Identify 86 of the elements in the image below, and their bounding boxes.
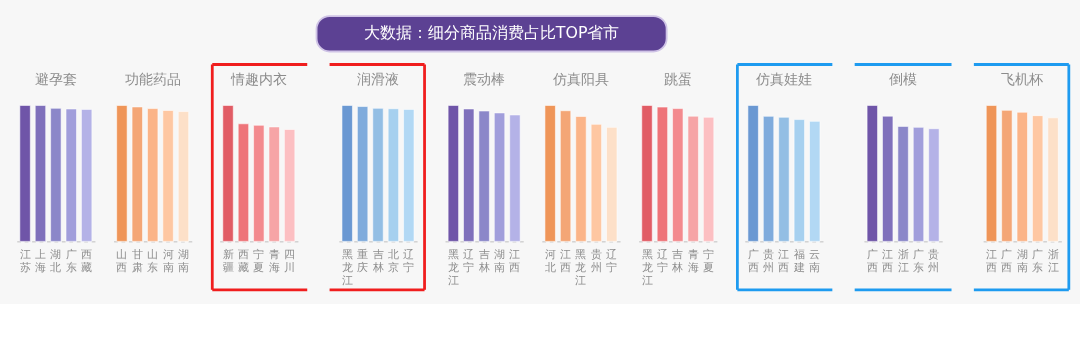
- chart-title: 避孕套: [34, 71, 77, 88]
- bar: [762, 115, 775, 242]
- x-tick-label: 贵州: [763, 247, 775, 274]
- x-tick-label: 广西: [1001, 247, 1013, 274]
- bar: [866, 104, 879, 242]
- x-tick-label: 上海: [34, 247, 46, 274]
- chart-title: 情趣内衣: [229, 71, 287, 88]
- x-tick-label: 河南: [162, 247, 174, 274]
- x-tick-label: 青海: [268, 247, 280, 274]
- x-tick-label: 吉林: [671, 247, 684, 274]
- bar: [641, 104, 653, 242]
- bar: [702, 116, 715, 242]
- x-tick-label: 云南: [809, 247, 821, 274]
- bar: [268, 126, 280, 242]
- x-tick-label: 辽宁: [606, 247, 618, 274]
- bar: [778, 116, 790, 242]
- bar: [544, 104, 556, 242]
- x-tick-label: 河北: [544, 247, 556, 274]
- bar: [237, 123, 250, 242]
- bar: [747, 104, 759, 242]
- text: 大数据：细分商品消费占比TOP省市: [363, 23, 620, 43]
- bar: [897, 125, 909, 242]
- x-tick-label: 江西: [560, 247, 572, 274]
- x-tick-label: 浙江: [1047, 247, 1059, 274]
- bar: [559, 110, 572, 242]
- x-tick-label: 吉林: [371, 247, 384, 274]
- chart-title: 仿真阳具: [551, 71, 609, 88]
- x-tick-label: 北京: [387, 247, 399, 274]
- x-tick-label: 江西: [509, 247, 521, 274]
- x-tick-label: 黑龙江: [341, 247, 353, 287]
- bar: [283, 129, 296, 242]
- x-tick-label: 宁夏: [253, 247, 265, 274]
- x-tick-label: 西藏: [237, 247, 249, 274]
- x-tick-label: 广东: [65, 247, 77, 274]
- chart-title: 倒模: [889, 71, 918, 88]
- chart-title: 润滑液: [357, 71, 399, 88]
- x-tick-label: 江西: [882, 247, 894, 274]
- x-tick-label: 山西: [116, 247, 128, 274]
- x-tick-label: 湖南: [1016, 247, 1028, 274]
- x-tick-label: 黑龙江: [447, 247, 459, 287]
- x-tick-label: 广西: [866, 247, 878, 274]
- x-tick-label: 四川: [284, 247, 296, 274]
- x-tick-label: 江西: [985, 247, 997, 274]
- bar: [912, 126, 925, 242]
- bar: [928, 128, 940, 242]
- x-tick-label: 黑龙江: [575, 247, 587, 287]
- bar: [253, 124, 265, 242]
- chart-title: 飞机杯: [1001, 71, 1044, 88]
- bar: [793, 119, 806, 242]
- x-tick-label: 福建: [792, 247, 805, 274]
- x-tick-label: 新疆: [222, 247, 234, 274]
- x-tick-label: 湖北: [50, 247, 62, 274]
- bar: [222, 104, 234, 242]
- bar: [882, 115, 894, 242]
- chart-title: 仿真娃娃: [754, 71, 812, 88]
- x-tick-label: 广西: [747, 247, 759, 274]
- x-tick-label: 辽宁: [463, 247, 475, 274]
- bar: [687, 115, 699, 242]
- chart-title: 跳蛋: [663, 71, 692, 88]
- x-tick-label: 吉林: [477, 247, 490, 274]
- x-tick-label: 甘肃: [131, 247, 143, 274]
- bar: [606, 126, 618, 242]
- x-tick-label: 黑龙江: [641, 247, 653, 287]
- x-tick-label: 西藏: [81, 247, 93, 274]
- x-tick-label: 贵州: [590, 247, 602, 274]
- chart-title: 震动棒: [463, 71, 506, 88]
- bar: [809, 120, 821, 242]
- x-tick-label: 辽宁: [403, 247, 415, 274]
- bar: [575, 115, 587, 242]
- bar: [672, 108, 684, 242]
- bar: [656, 106, 669, 242]
- x-tick-label: 江苏: [19, 247, 31, 274]
- x-tick-label: 辽宁: [656, 247, 668, 274]
- chart-title: 功能药品: [124, 71, 181, 88]
- x-tick-label: 湖南: [177, 247, 189, 274]
- x-tick-label: 贵州: [928, 247, 940, 274]
- x-tick-label: 江西: [778, 247, 790, 274]
- x-tick-label: 青海: [687, 247, 699, 274]
- x-tick-label: 浙江: [897, 247, 909, 274]
- x-tick-label: 重庆: [357, 247, 369, 274]
- x-tick-label: 广东: [1032, 247, 1044, 274]
- x-tick-label: 山东: [147, 247, 159, 274]
- x-tick-label: 湖南: [494, 247, 506, 274]
- x-tick-label: 宁夏: [703, 247, 715, 274]
- bar: [590, 123, 603, 242]
- x-tick-label: 广东: [913, 247, 924, 274]
